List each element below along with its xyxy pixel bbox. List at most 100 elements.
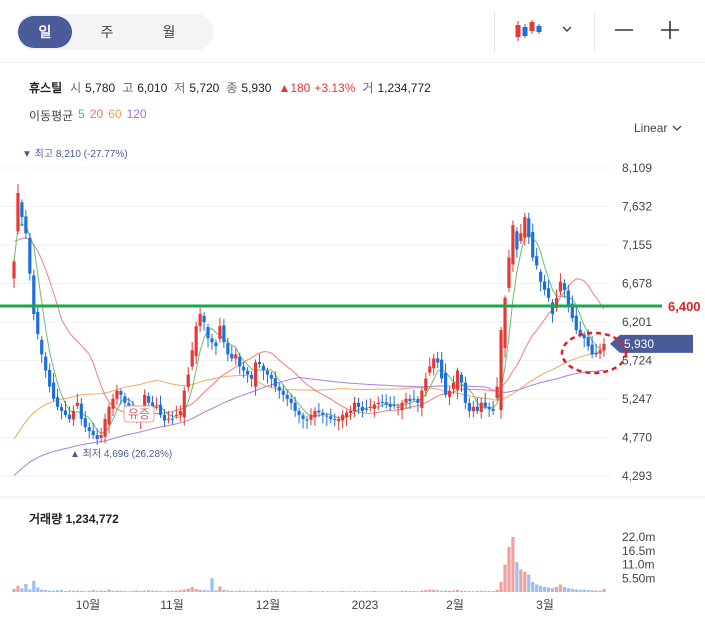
candle-body <box>24 216 28 234</box>
candlestick-icon[interactable] <box>512 16 542 46</box>
volume-bar <box>79 591 83 592</box>
volume-bar <box>368 591 372 592</box>
candle-body <box>447 390 452 397</box>
volume-bar <box>570 589 574 592</box>
candle-body <box>428 366 432 373</box>
ma-5-label[interactable]: 5 <box>78 107 85 121</box>
tab-daily[interactable]: 일 <box>18 16 72 48</box>
tab-weekly[interactable]: 주 <box>100 24 114 40</box>
volume-bar <box>71 590 75 592</box>
volume-bar <box>238 590 242 592</box>
candle-body <box>364 408 369 410</box>
chevron-down-icon[interactable] <box>556 18 578 40</box>
low-label: 저 <box>174 81 186 95</box>
candle-body <box>578 329 582 335</box>
volume-bar <box>412 591 416 592</box>
volume-bar <box>348 591 353 592</box>
volume-label: 거 <box>362 81 374 95</box>
ma-120-label[interactable]: 120 <box>126 107 147 121</box>
scale-selector[interactable]: Linear <box>634 121 682 135</box>
volume-bar <box>499 582 503 592</box>
volume-bar <box>178 590 182 592</box>
scale-label: Linear <box>634 121 668 135</box>
candle-body <box>305 419 309 421</box>
candle-body <box>467 403 471 411</box>
volume-bar <box>483 591 487 592</box>
ma-60-label[interactable]: 60 <box>108 107 122 121</box>
volume-bar <box>455 590 460 592</box>
candle-body <box>194 326 198 357</box>
candle-body <box>329 416 333 419</box>
volume-bar <box>341 591 345 592</box>
candle-body <box>352 402 357 412</box>
candle-body <box>83 418 87 428</box>
volume-bar <box>432 589 436 592</box>
candle-body <box>222 325 226 343</box>
candle-body <box>71 410 75 420</box>
plus-icon[interactable] <box>656 16 684 44</box>
volume-bar <box>554 587 559 592</box>
candle-body <box>218 326 222 339</box>
candle-body <box>170 418 174 420</box>
current-price-label: 5,930 <box>624 337 654 351</box>
candle-body <box>242 366 246 371</box>
candle-body <box>404 398 408 403</box>
x-tick-label: 3월 <box>536 598 554 612</box>
volume-bar <box>59 590 64 592</box>
volume-bar <box>249 591 254 592</box>
volume-bar <box>265 590 270 592</box>
tab-monthly[interactable]: 월 <box>162 24 176 40</box>
candle-body <box>16 192 20 232</box>
candle-body <box>368 406 372 408</box>
candle-body <box>539 271 543 282</box>
candle-body <box>36 311 40 335</box>
volume-bar <box>202 590 206 592</box>
volume-bar <box>384 591 388 592</box>
x-tick-label: 12월 <box>256 598 280 612</box>
volume-bar <box>444 590 448 592</box>
y-tick-label: 4,293 <box>622 469 652 483</box>
volume-bar <box>75 590 79 592</box>
candle-body <box>293 402 297 411</box>
volume-bar <box>246 591 250 592</box>
candle-body <box>463 382 468 403</box>
volume-bar <box>337 591 341 592</box>
candle-body <box>210 338 214 343</box>
candle-body <box>424 378 428 391</box>
volume-panel-title: 거래량 1,234,772 <box>29 510 119 527</box>
volume-bar <box>416 591 420 592</box>
volume-bar <box>135 590 139 592</box>
close-label: 종 <box>226 81 238 95</box>
chevron-down-icon <box>672 125 682 131</box>
toolbar-divider <box>0 62 705 63</box>
candle-body <box>341 414 345 421</box>
minus-icon[interactable] <box>610 16 638 44</box>
volume-bar <box>309 591 313 592</box>
volume-bar <box>329 591 333 592</box>
volume-bar <box>507 547 511 592</box>
candle-body <box>289 398 293 403</box>
volume-bar <box>467 591 471 592</box>
close-value: 5,930 <box>241 81 272 95</box>
volume-bar <box>16 585 20 592</box>
candle-body <box>182 390 186 418</box>
volume-bar <box>222 589 226 592</box>
candle-body <box>123 396 127 403</box>
candle-body <box>535 256 539 266</box>
candle-body <box>40 339 44 355</box>
volume-bar <box>277 591 281 592</box>
candle-body <box>562 283 567 290</box>
volume-tick-label: 22.0m <box>622 530 655 544</box>
candle-body <box>174 414 178 416</box>
volume-bar <box>210 578 214 592</box>
volume-bar <box>582 589 586 592</box>
ma-20-label[interactable]: 20 <box>89 107 104 121</box>
volume-bar <box>63 591 68 592</box>
volume-bar <box>55 590 60 592</box>
ma-60-line <box>13 350 605 440</box>
volume-bar <box>428 589 432 592</box>
volume-bar <box>491 591 495 592</box>
candle-body <box>543 281 547 290</box>
volume-bar <box>558 584 563 592</box>
